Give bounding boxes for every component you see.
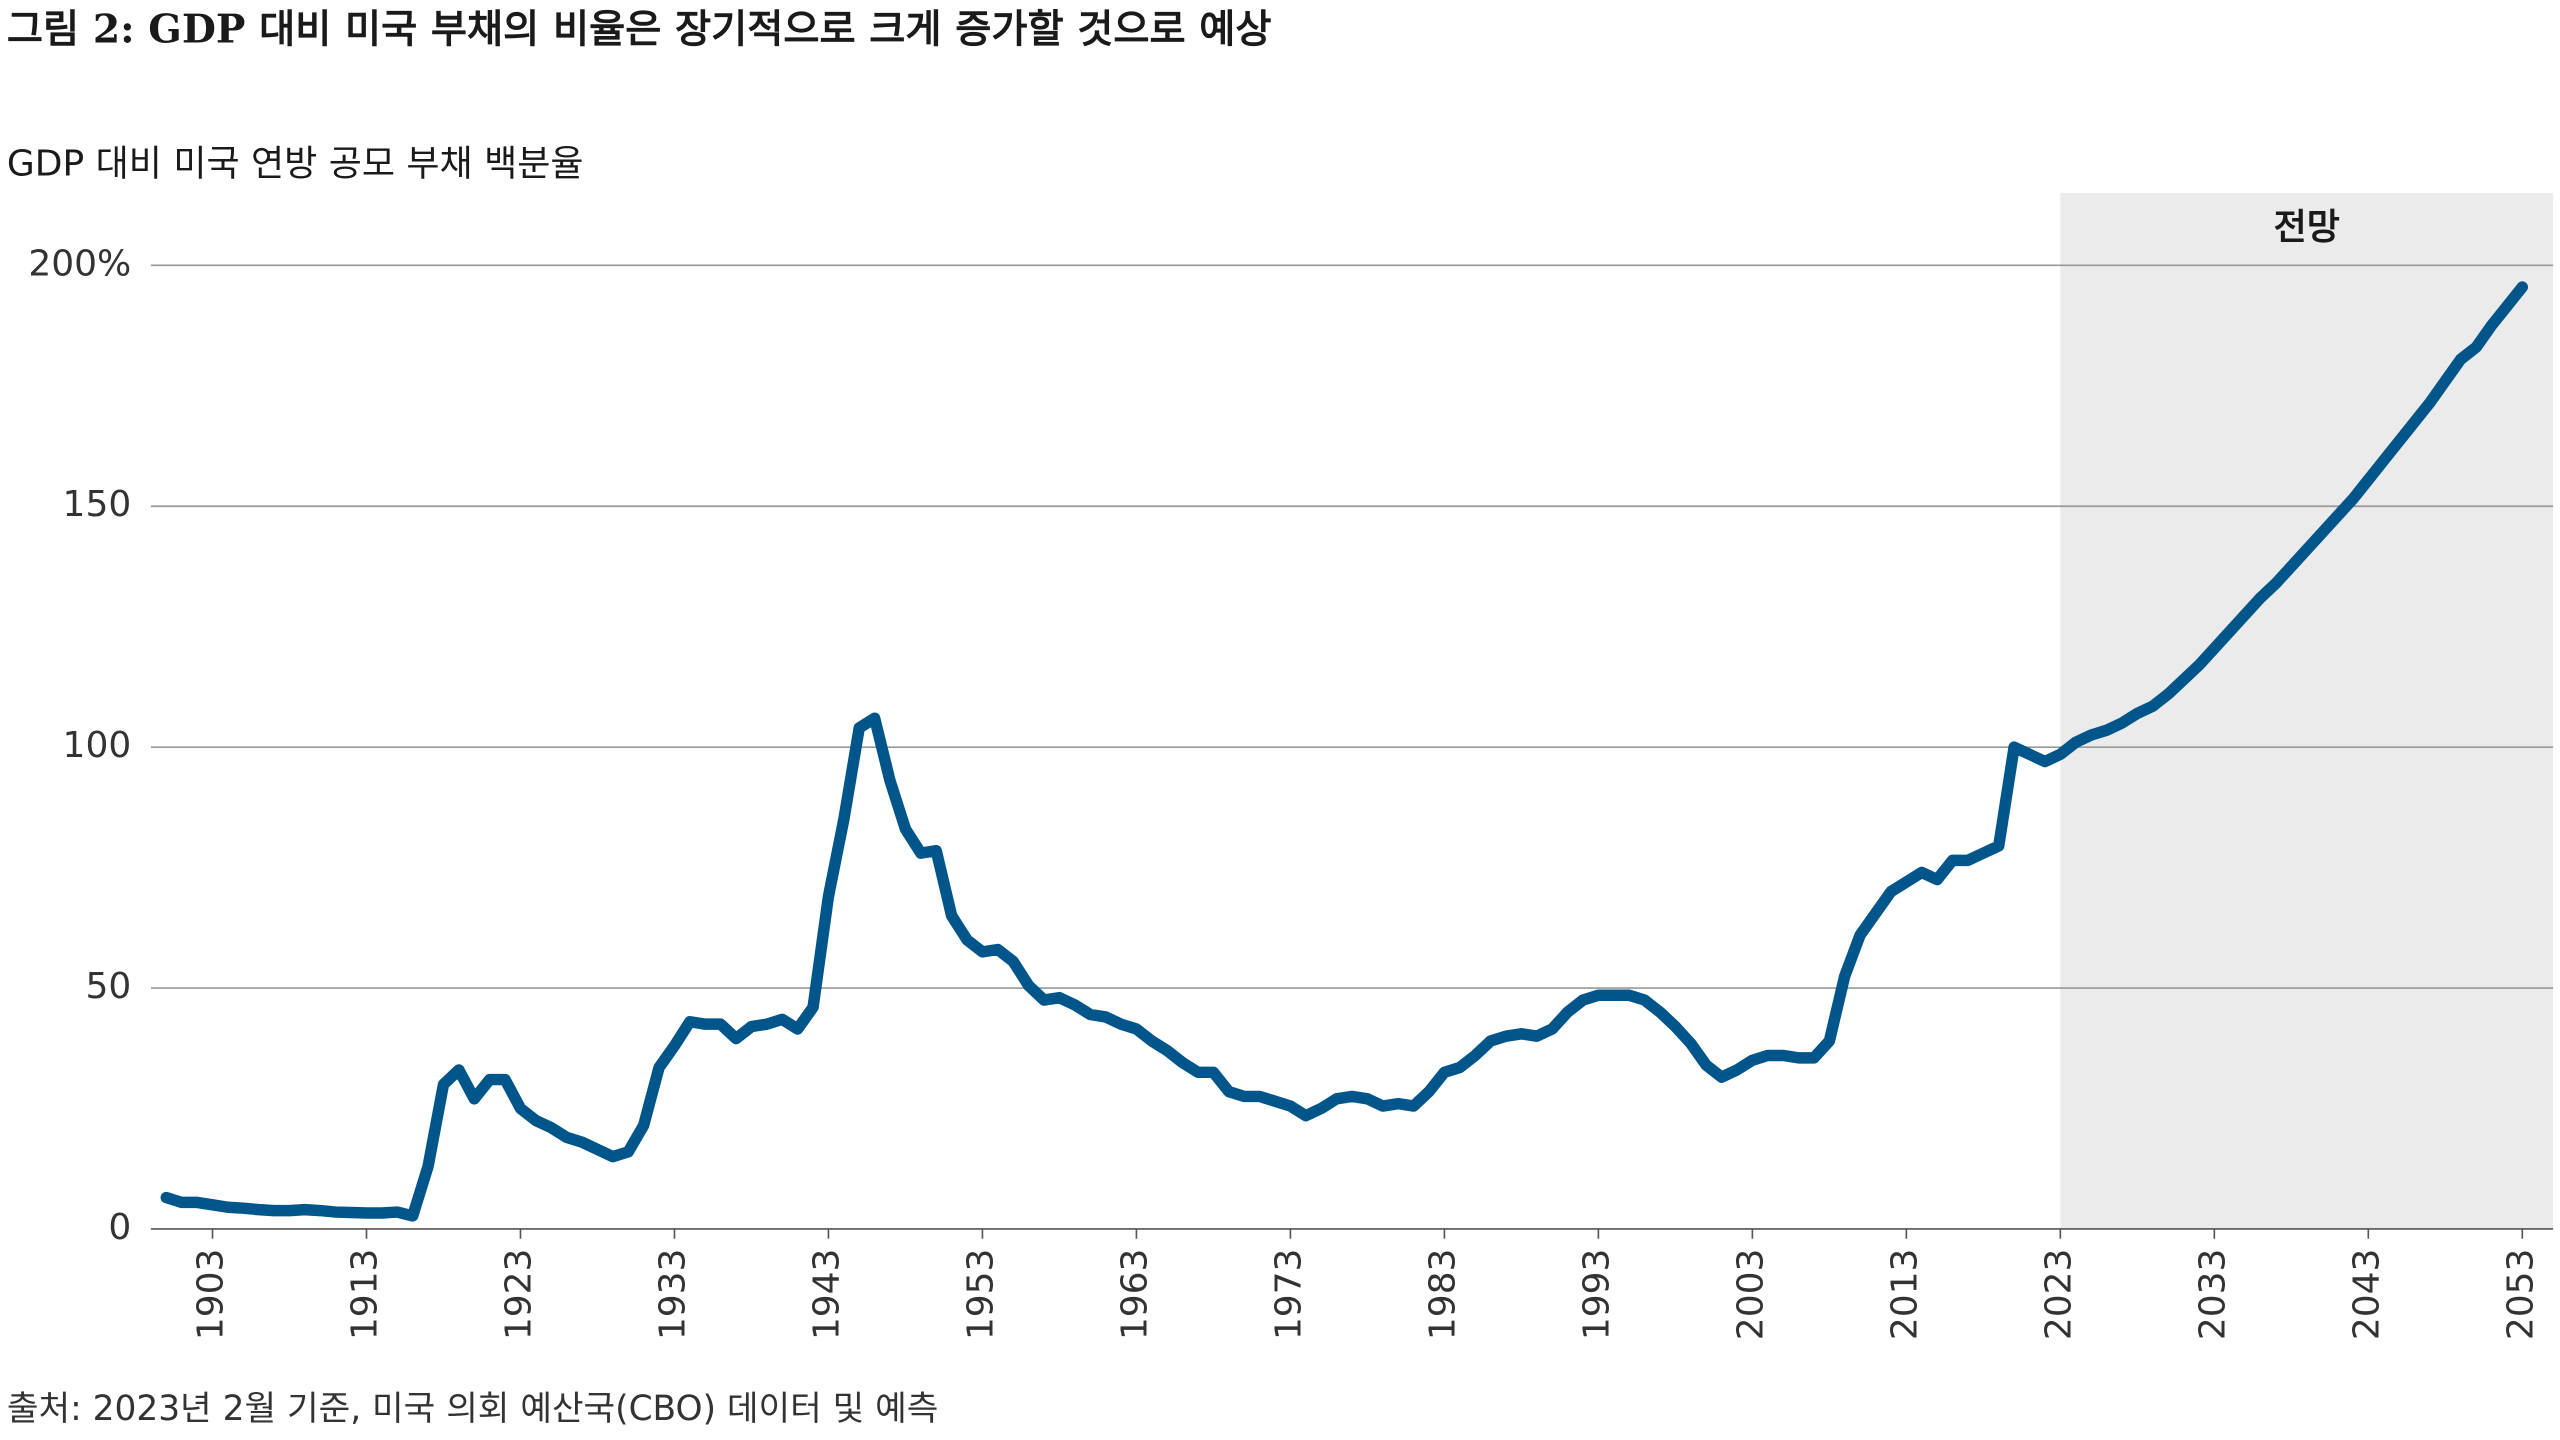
x-tick-label: 1913 [344,1249,385,1341]
x-tick-label: 1983 [1422,1249,1463,1341]
data-line [160,281,2529,1222]
forecast-label: 전망 [2274,207,2340,248]
chart-title: 그림 2: GDP 대비 미국 부채의 비율은 장기적으로 크게 증가할 것으로… [7,7,1272,53]
x-tick-label: 2033 [2192,1249,2233,1341]
y-tick-label: 100 [63,725,132,766]
x-tick-label: 2003 [1730,1249,1771,1341]
x-tick-label: 1933 [652,1249,693,1341]
y-tick-label: 150 [63,484,132,525]
y-axis-label: GDP 대비 미국 연방 공모 부채 백분율 [7,143,584,184]
x-tick-label: 2013 [1884,1249,1925,1341]
x-tick-label: 1993 [1576,1249,1617,1341]
x-tick-label: 1943 [806,1249,847,1341]
y-tick-label: 50 [85,966,131,1007]
y-tick-label: 200% [28,243,131,284]
x-tick-label: 2023 [2038,1249,2079,1341]
x-tick-label: 1923 [498,1249,539,1341]
source-note: 출처: 2023년 2월 기준, 미국 의회 예산국(CBO) 데이터 및 예측 [7,1389,939,1429]
x-tick-label: 2053 [2500,1249,2541,1341]
x-tick-label: 2043 [2346,1249,2387,1341]
y-tick-label: 0 [108,1207,131,1248]
x-tick-label: 1903 [191,1249,232,1341]
x-tick-label: 1953 [960,1249,1001,1341]
x-tick-label: 1963 [1114,1249,1155,1341]
x-tick-label: 1973 [1268,1249,1309,1341]
